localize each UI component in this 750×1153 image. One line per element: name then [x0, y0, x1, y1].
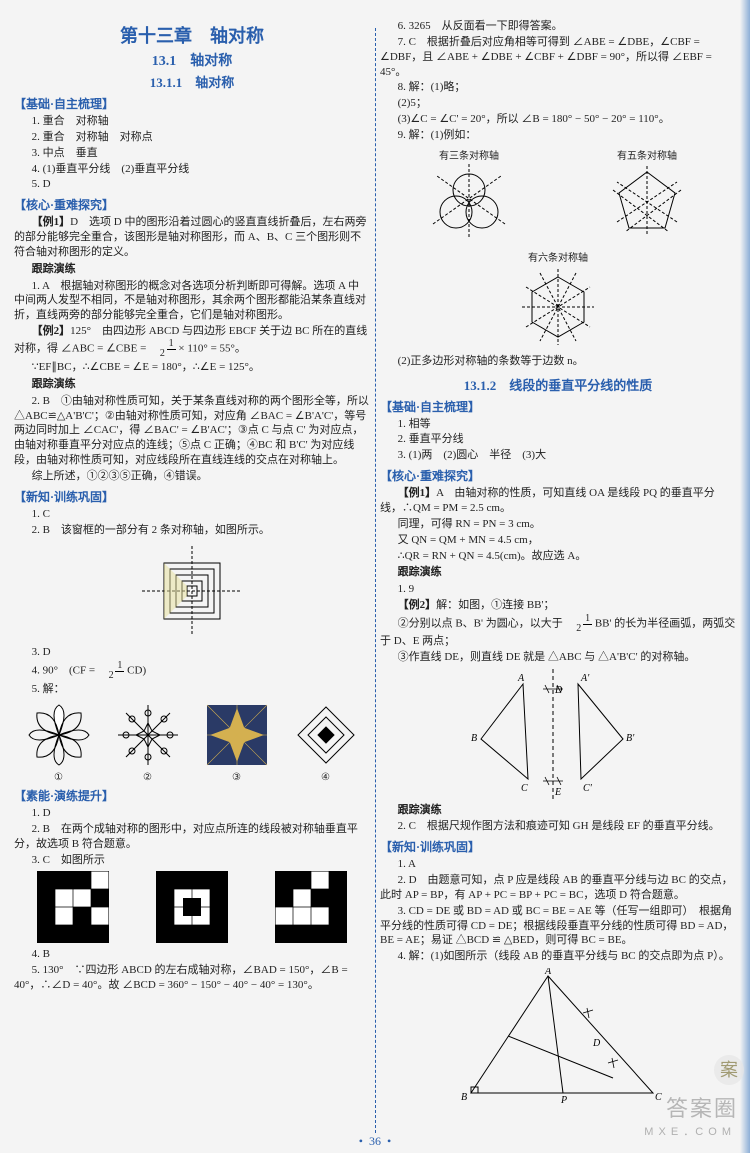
svg-text:D: D	[554, 685, 563, 696]
svg-text:B: B	[461, 1092, 467, 1103]
grid-1-icon	[37, 871, 109, 943]
jichu-b-item: 1. 相等	[380, 417, 736, 432]
chapter-title: 第十三章 轴对称	[14, 22, 370, 48]
suneng-item: 2. B 在两个成轴对称的图形中，对应点所连的线段被对称轴垂直平分，故选项 B …	[14, 822, 370, 852]
xinzhi-item: 5. 解：	[14, 682, 370, 697]
right-item: (3)∠C = ∠C' = 20°，所以 ∠B = 180° − 50° − 2…	[380, 112, 736, 127]
right-item: 8. 解：(1)略；	[380, 80, 736, 95]
example-1: 【例1】D 选项 D 中的图形沿着过圆心的竖直直线折叠后，左右两旁的部分能够完全…	[14, 215, 370, 260]
genzong-label: 跟踪演练	[14, 262, 370, 277]
watermark-sub: M X E ．C O M	[644, 1123, 732, 1139]
subsection-title-a: 13.1.1 轴对称	[14, 72, 370, 91]
block-jichu-b: 【基础·自主梳理】	[380, 398, 736, 415]
genzong-item: 1. A 根据轴对称图形的概念对各选项分析判断即可得解。选项 A 中中间两人发型…	[14, 279, 370, 324]
hexin-b-gz: 1. 9	[380, 582, 736, 597]
svg-text:P: P	[560, 1095, 567, 1106]
hexin-b-item: 同理，可得 RN = PN = 3 cm。	[380, 517, 736, 532]
three-circle-icon	[424, 162, 514, 242]
block-hexin: 【核心·重难探究】	[14, 196, 370, 213]
watermark-pin-icon: 案	[714, 1055, 744, 1085]
jichu-item: 4. (1)垂直平分线 (2)垂直平分线	[14, 162, 370, 177]
jichu-b-item: 2. 垂直平分线	[380, 432, 736, 447]
xinzhi-b-item: 4. 解：(1)如图所示（线段 AB 的垂直平分线与 BC 的交点即为点 P）。	[380, 949, 736, 964]
xinzhi-item: 4. 90° (CF = 12 CD)	[14, 661, 370, 681]
right-item: 7. C 根据折叠后对应角相等可得到 ∠ABE = ∠DBE，∠CBF = ∠D…	[380, 35, 736, 80]
right-item: (2)5；	[380, 96, 736, 111]
block-suneng: 【素能·演练提升】	[14, 787, 370, 804]
tile-1-icon	[25, 701, 93, 769]
block-jichu: 【基础·自主梳理】	[14, 95, 370, 112]
xinzhi-b-item: 3. CD = DE 或 BD = AD 或 BC = BE = AE 等（任写…	[380, 904, 736, 949]
jichu-item: 3. 中点 垂直	[14, 146, 370, 161]
grid-3-icon	[275, 871, 347, 943]
suneng-item: 4. B	[14, 947, 370, 962]
svg-text:B': B'	[626, 733, 635, 744]
hexin-b-li2: 【例2】解：如图，①连接 BB'；	[380, 598, 736, 613]
watermark-text: 答案圈	[666, 1091, 738, 1123]
svg-text:D: D	[592, 1038, 601, 1049]
jichu-item: 1. 重合 对称轴	[14, 114, 370, 129]
sym-row-2: 有六条对称轴	[380, 249, 736, 353]
jichu-item: 2. 重合 对称轴 对称点	[14, 130, 370, 145]
genzong-item: 2. B ①由轴对称性质可知，关于某条直线对称的两个图形全等，所以 △ABC≌△…	[14, 394, 370, 468]
block-xinzhi: 【新知·训练巩固】	[14, 488, 370, 505]
pentagon-icon	[602, 162, 692, 242]
genzong-label: 跟踪演练	[380, 803, 736, 818]
example-2-line: ∵EF∥BC，∴∠CBE = ∠E = 180°，∴∠E = 125°。	[14, 360, 370, 375]
xinzhi-item: 3. D	[14, 645, 370, 660]
block-xinzhi-b: 【新知·训练巩固】	[380, 838, 736, 855]
four-tiles-row: ① ②	[14, 701, 370, 783]
block-hexin-b: 【核心·重难探究】	[380, 467, 736, 484]
xinzhi-b-item: 1. A	[380, 857, 736, 872]
hexin-b-item: 又 QN = QM + MN = 4.5 cm，	[380, 533, 736, 548]
tile-3-icon	[203, 701, 271, 769]
right-item: 6. 3265 从反面看一下即得答案。	[380, 19, 736, 34]
section-title: 13.1 轴对称	[14, 50, 370, 70]
hexin-b-item: ∴QR = RN + QN = 4.5(cm)。故应选 A。	[380, 549, 736, 564]
right-item: 9. 解：(1)例如：	[380, 128, 736, 143]
svg-text:C: C	[655, 1092, 662, 1103]
svg-text:A: A	[544, 968, 552, 977]
hexin-b-li2: ②分别以点 B、B' 为圆心，以大于 12 BB' 的长为半径画弧，两弧交于 D…	[380, 614, 736, 649]
suneng-item: 1. D	[14, 806, 370, 821]
suneng-item: 3. C 如图所示	[14, 853, 370, 868]
hexin-b-item: 【例1】A 由轴对称的性质，可知直线 OA 是线段 PQ 的垂直平分线，∴QM …	[380, 486, 736, 516]
xinzhi-b-item: 2. D 由题意可知，点 P 应是线段 AB 的垂直平分线与边 BC 的交点，此…	[380, 873, 736, 903]
square-pattern-figure	[137, 541, 247, 641]
xinzhi-item: 2. B 该窗框的一部分有 2 条对称轴，如图所示。	[14, 523, 370, 538]
genzong-item: 综上所述，①②③⑤正确，④错误。	[14, 469, 370, 484]
genzong-label: 跟踪演练	[380, 565, 736, 580]
svg-text:B: B	[471, 733, 477, 744]
tile-4-icon	[292, 701, 360, 769]
jichu-item: 5. D	[14, 177, 370, 192]
genzong-label: 跟踪演练	[14, 377, 370, 392]
triangles-reflect-figure: A A' B B' C C' D E	[463, 669, 653, 799]
svg-text:C: C	[521, 783, 528, 794]
grid-2-icon	[156, 871, 228, 943]
jichu-b-item: 3. (1)两 (2)圆心 半径 (3)大	[380, 448, 736, 463]
svg-text:C': C'	[583, 783, 593, 794]
sym-row-1: 有三条对称轴 有五条对称轴	[380, 147, 736, 245]
hexin-b-li2: ③作直线 DE，则直线 DE 就是 △ABC 与 △A'B'C' 的对称轴。	[380, 650, 736, 665]
subsection-title-b: 13.1.2 线段的垂直平分线的性质	[380, 375, 736, 394]
hexin-b-gz2: 2. C 根据尺规作图方法和痕迹可知 GH 是线段 EF 的垂直平分线。	[380, 819, 736, 834]
suneng-item: 5. 130° ∵四边形 ABCD 的左右成轴对称，∠BAD = 150°，∠B…	[14, 963, 370, 993]
svg-text:A: A	[517, 673, 525, 684]
example-2: 【例2】125° 由四边形 ABCD 与四边形 EBCF 关于边 BC 所在的直…	[14, 324, 370, 359]
three-grids-row	[14, 871, 370, 943]
right-item: (2)正多边形对称轴的条数等于边数 n。	[380, 354, 736, 369]
tile-2-icon	[114, 701, 182, 769]
triangle-construct-figure: A B C P D	[453, 968, 663, 1108]
svg-text:E: E	[554, 787, 561, 798]
page-number: 36	[0, 1134, 750, 1149]
xinzhi-item: 1. C	[14, 507, 370, 522]
hexagon-icon	[513, 264, 603, 350]
svg-text:A': A'	[580, 673, 590, 684]
